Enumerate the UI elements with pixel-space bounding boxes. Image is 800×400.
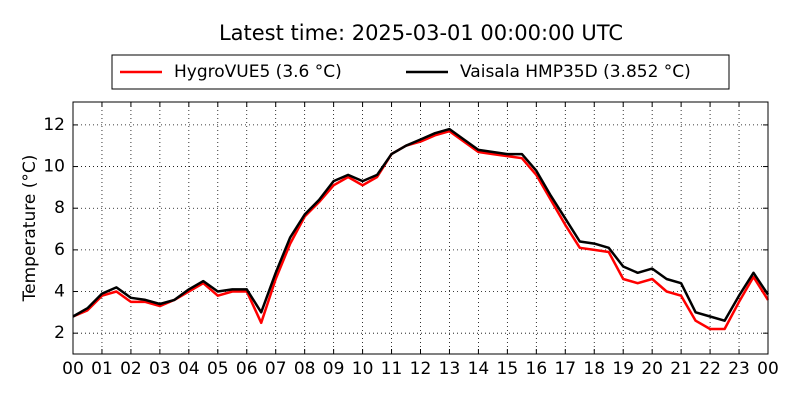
x-tick-label: 23 xyxy=(728,359,750,379)
y-axis-label: Temperature (°C) xyxy=(20,155,40,303)
series-line xyxy=(72,129,770,331)
x-tick-label: 16 xyxy=(526,359,548,379)
x-tick-label: 04 xyxy=(178,359,200,379)
legend-label: Vaisala HMP35D (3.852 °C) xyxy=(460,62,691,82)
legend-label: HygroVUE5 (3.6 °C) xyxy=(174,62,342,82)
x-tick-label: 09 xyxy=(323,359,345,379)
x-tick-label: 22 xyxy=(699,359,721,379)
x-tick-label: 18 xyxy=(583,359,605,379)
x-tick-label: 13 xyxy=(439,359,461,379)
x-tick-label: 07 xyxy=(265,359,287,379)
y-tick-label: 6 xyxy=(54,240,65,260)
x-tick-label: 02 xyxy=(120,359,142,379)
x-tick-label: 17 xyxy=(554,359,576,379)
chart-title: Latest time: 2025-03-01 00:00:00 UTC xyxy=(219,21,623,45)
x-tick-label: 01 xyxy=(91,359,113,379)
plot-frame xyxy=(72,101,769,355)
x-tick-label: 15 xyxy=(497,359,519,379)
y-tick-label: 12 xyxy=(43,115,65,135)
x-tick-label: 21 xyxy=(670,359,692,379)
x-tick-label: 20 xyxy=(641,359,663,379)
x-tick-label: 11 xyxy=(381,359,403,379)
y-tick-label: 10 xyxy=(43,157,65,177)
x-tick-label: 14 xyxy=(468,359,490,379)
x-tick-label: 10 xyxy=(352,359,374,379)
y-tick-label: 4 xyxy=(54,282,65,302)
x-tick-label: 00 xyxy=(757,359,779,379)
x-tick-label: 19 xyxy=(612,359,634,379)
x-tick-label: 06 xyxy=(236,359,258,379)
y-tick-label: 8 xyxy=(54,198,65,218)
x-tick-label: 00 xyxy=(62,359,84,379)
x-tick-label: 03 xyxy=(149,359,171,379)
x-tick-label: 08 xyxy=(294,359,316,379)
series-line xyxy=(72,127,770,322)
x-tick-label: 12 xyxy=(410,359,432,379)
legend-box xyxy=(111,54,730,90)
y-tick-label: 2 xyxy=(54,323,65,343)
x-tick-label: 05 xyxy=(207,359,229,379)
